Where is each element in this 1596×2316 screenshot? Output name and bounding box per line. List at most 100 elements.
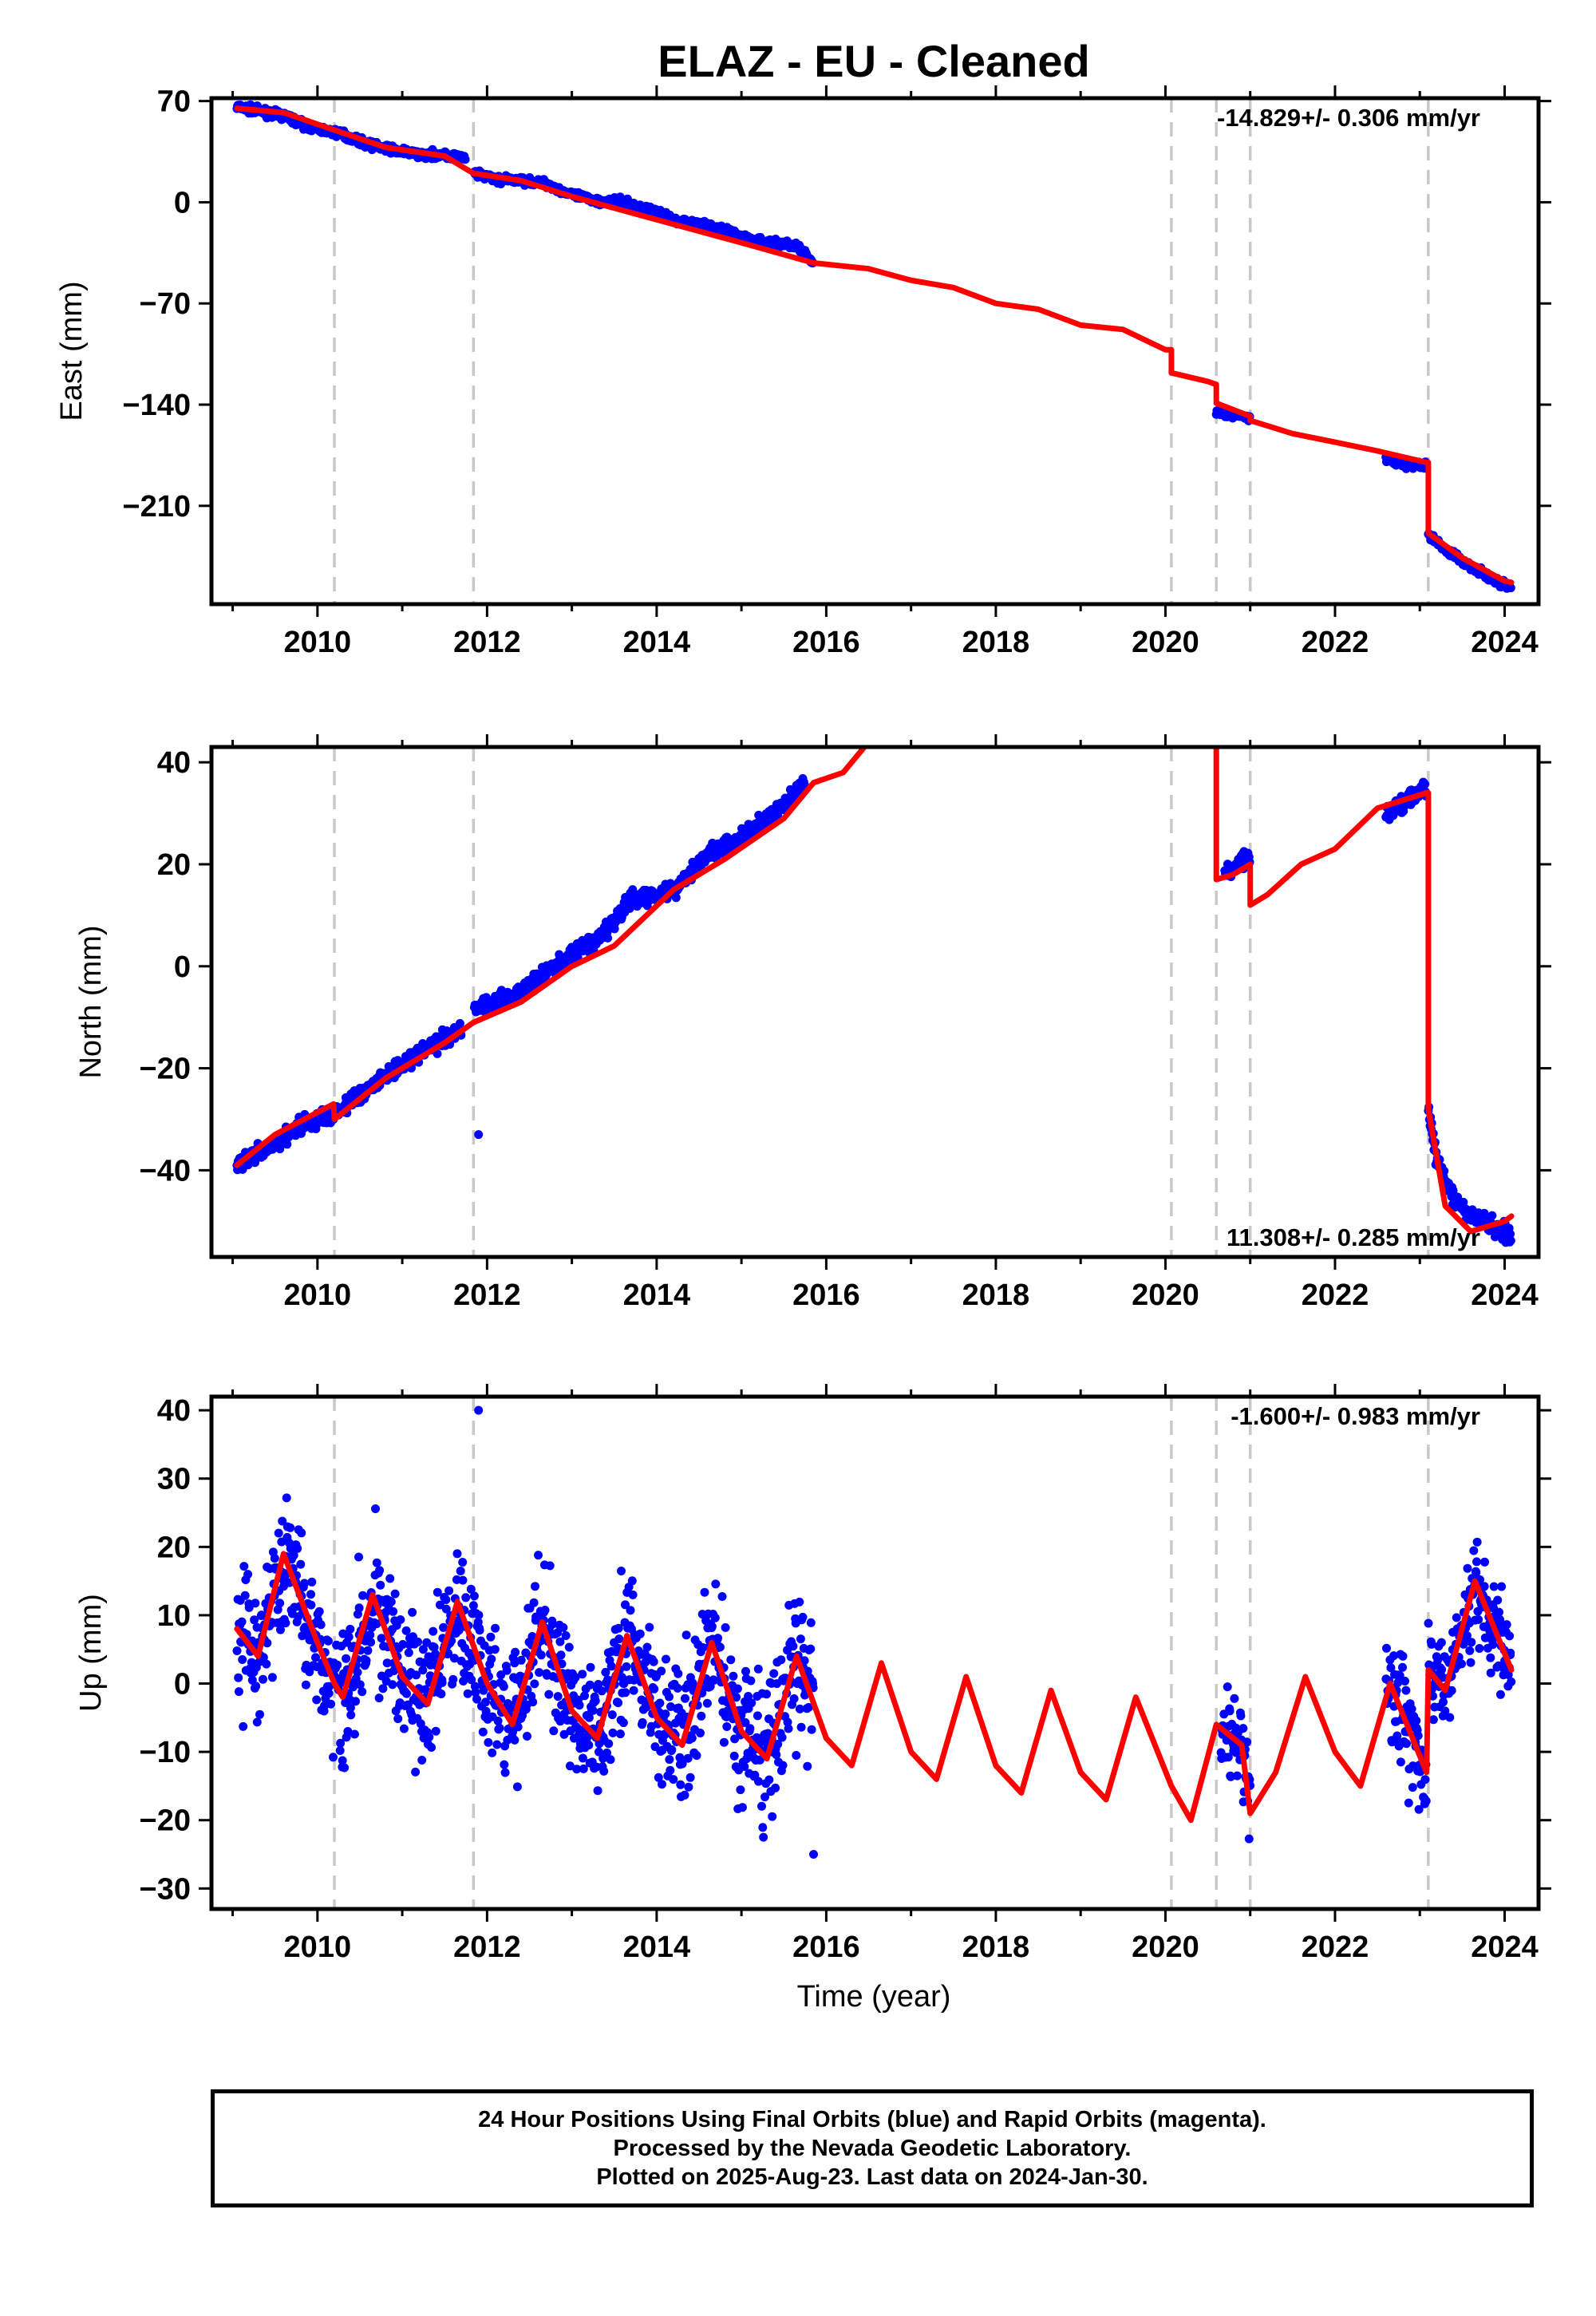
up-data-point [1408,1783,1417,1792]
up-data-point [744,1692,753,1701]
up-data-point [669,1775,678,1784]
up-data-point [1463,1563,1472,1573]
up-data-point [1387,1737,1396,1747]
up-data-point [697,1711,706,1721]
up-data-point [760,1792,769,1802]
up-x-tick-label: 2010 [284,1931,352,1964]
up-data-point [597,1686,606,1696]
up-data-point [753,1711,762,1721]
north-data-point [474,1130,484,1140]
up-data-point [528,1697,538,1707]
up-data-point [621,1688,630,1697]
up-y-axis-label: Up (mm) [74,1594,108,1712]
up-data-point [1382,1643,1391,1653]
up-data-point [655,1698,665,1708]
north-data-points [232,774,1515,1247]
up-data-point [626,1606,635,1615]
up-data-point [329,1753,338,1762]
up-data-point [717,1592,727,1601]
up-data-point [491,1623,500,1633]
up-data-point [340,1763,350,1773]
up-data-point [564,1642,574,1652]
up-data-point [1466,1658,1476,1667]
up-data-point [474,1405,484,1415]
up-data-point [736,1785,745,1795]
up-data-point [680,1790,689,1800]
up-data-point [696,1729,705,1737]
up-data-point [654,1773,663,1782]
up-data-point [1467,1638,1476,1647]
up-data-point [629,1686,638,1695]
up-data-point [678,1759,687,1769]
up-data-point [580,1691,589,1701]
up-x-tick-label: 2022 [1302,1931,1369,1964]
up-data-point [1433,1655,1443,1665]
up-data-point [804,1702,813,1712]
up-data-point [510,1735,519,1745]
north-x-tick-label: 2024 [1471,1279,1539,1312]
up-data-point [312,1695,322,1705]
up-data-point [614,1623,623,1633]
up-data-point [547,1619,557,1629]
east-x-tick-label: 2020 [1132,626,1199,659]
up-data-point [401,1626,411,1635]
up-data-point [316,1620,326,1630]
up-y-tick-label: −30 [140,1872,191,1906]
up-data-point [1495,1690,1505,1699]
up-data-point [674,1669,683,1678]
up-data-point [251,1682,261,1691]
north-x-tick-label: 2022 [1302,1279,1369,1312]
up-data-point [472,1694,481,1704]
up-data-point [1457,1659,1466,1669]
north-y-tick-label: −40 [140,1154,191,1188]
up-data-point [795,1704,804,1713]
up-y-tick-label: 10 [157,1599,191,1633]
up-data-point [378,1684,388,1694]
up-data-point [1436,1638,1446,1647]
up-data-point [408,1607,417,1617]
north-y-tick-label: 0 [174,951,191,984]
up-data-point [1396,1757,1405,1767]
up-data-point [262,1659,271,1669]
up-data-point [1472,1557,1481,1567]
up-data-point [402,1689,411,1698]
up-data-point [350,1729,359,1739]
up-data-point [715,1642,725,1652]
up-x-tick-label: 2018 [962,1931,1030,1964]
up-data-point [232,1646,242,1655]
up-data-point [1244,1834,1254,1844]
north-model-line [234,747,1515,1235]
up-data-point [747,1698,757,1708]
up-data-point [627,1576,637,1586]
up-data-point [584,1741,594,1750]
east-y-axis-label: East (mm) [55,281,89,421]
up-data-point [681,1630,691,1640]
up-data-point [361,1656,371,1666]
up-data-point [1440,1706,1450,1716]
up-data-point [649,1657,658,1666]
up-data-point [729,1671,738,1681]
east-x-tick-label: 2016 [792,626,860,659]
up-data-point [458,1575,468,1585]
east-y-tick-label: −140 [122,389,191,422]
up-data-point [372,1558,381,1567]
up-data-point [676,1780,685,1789]
up-data-point [702,1698,712,1708]
up-data-point [276,1625,285,1634]
up-data-point [667,1745,677,1754]
up-frame [209,1394,1541,1911]
up-data-point [306,1600,316,1610]
up-data-point [238,1655,247,1664]
up-data-point [683,1753,693,1763]
north-y-tick-label: −20 [140,1053,191,1086]
up-data-point [289,1551,298,1560]
up-data-point [536,1650,546,1660]
up-data-point [488,1748,497,1757]
up-data-point [1412,1716,1421,1725]
up-data-point [1238,1724,1248,1733]
north-data-point [671,893,681,903]
east-plot-area [232,98,1515,604]
up-data-point [1505,1631,1515,1641]
up-data-point [594,1747,603,1757]
